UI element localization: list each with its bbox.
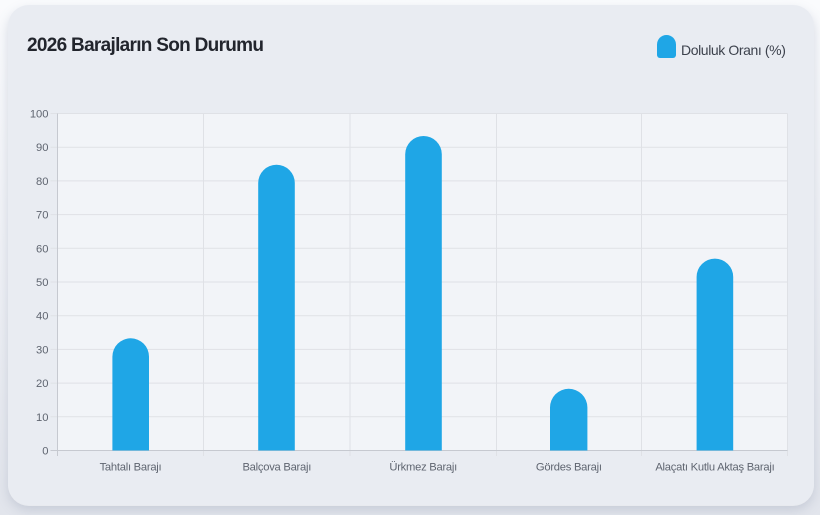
svg-text:Balçova Barajı: Balçova Barajı xyxy=(242,462,311,474)
svg-text:70: 70 xyxy=(36,210,48,222)
svg-text:100: 100 xyxy=(30,109,49,121)
svg-text:80: 80 xyxy=(36,176,48,188)
svg-text:30: 30 xyxy=(36,344,48,356)
svg-text:90: 90 xyxy=(36,142,48,154)
svg-text:40: 40 xyxy=(36,311,48,323)
svg-text:Gördes Barajı: Gördes Barajı xyxy=(536,462,602,474)
svg-text:60: 60 xyxy=(36,243,48,255)
svg-text:Ürkmez Barajı: Ürkmez Barajı xyxy=(389,462,457,474)
svg-text:Alaçatı Kutlu Aktaş Barajı: Alaçatı Kutlu Aktaş Barajı xyxy=(655,462,774,474)
svg-text:10: 10 xyxy=(36,412,48,424)
svg-text:50: 50 xyxy=(36,277,48,289)
svg-text:0: 0 xyxy=(42,446,48,458)
svg-text:Tahtalı Barajı: Tahtalı Barajı xyxy=(100,462,162,474)
svg-text:20: 20 xyxy=(36,378,48,390)
